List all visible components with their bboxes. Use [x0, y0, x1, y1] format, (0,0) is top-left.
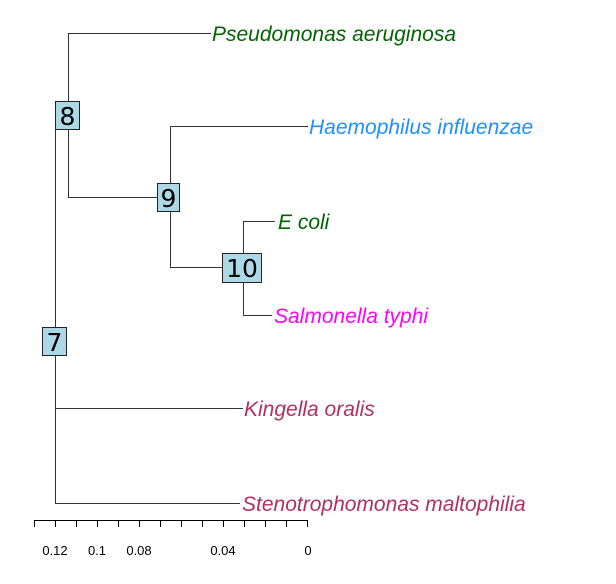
- axis-tick-label: 0: [304, 543, 311, 558]
- node-labels: 7 8 9 10: [42, 101, 262, 357]
- node-7-label: 7: [47, 328, 63, 357]
- leaf-label-kingella: Kingella oralis: [244, 398, 375, 421]
- axis-tick-labels: 0.12 0.1 0.08 0.04 0: [42, 543, 311, 558]
- node-9-box: [157, 183, 180, 212]
- node-7: 7: [42, 327, 67, 357]
- axis-tick-label: 0.04: [210, 543, 235, 558]
- node-10-box: [222, 253, 262, 283]
- leaf-label-ecoli: E coli: [278, 211, 331, 234]
- leaf-label-pseudomonas: Pseudomonas aeruginosa: [212, 23, 456, 46]
- axis-tick-label: 0.08: [126, 543, 151, 558]
- axis-ticks: [34, 520, 308, 527]
- node-8-box: [55, 101, 80, 130]
- node-8-label: 8: [60, 102, 76, 131]
- axis-tick-label: 0.1: [88, 543, 106, 558]
- leaf-label-haemophilus: Haemophilus influenzae: [309, 116, 533, 139]
- axis-tick-label: 0.12: [42, 543, 67, 558]
- node-10-label: 10: [226, 254, 258, 283]
- node-9-label: 9: [161, 184, 177, 213]
- node-8: 8: [55, 101, 80, 131]
- leaf-labels: Pseudomonas aeruginosa Haemophilus influ…: [212, 23, 533, 516]
- node-7-box: [42, 327, 67, 356]
- node-9: 9: [157, 183, 180, 213]
- branches: [55, 33, 308, 504]
- scale-axis: 0.12 0.1 0.08 0.04 0: [34, 520, 312, 558]
- leaf-label-salmonella: Salmonella typhi: [274, 305, 429, 328]
- leaf-label-stenotrophomonas: Stenotrophomonas maltophilia: [242, 493, 526, 516]
- node-10: 10: [222, 253, 262, 283]
